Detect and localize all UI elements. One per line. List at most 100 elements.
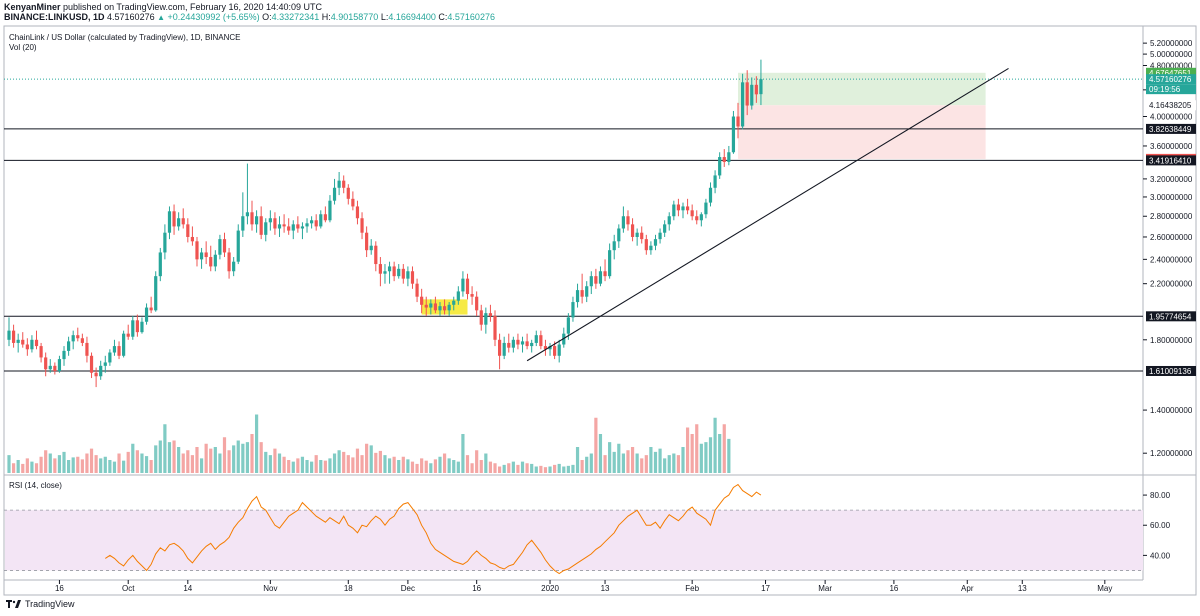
footer-brand[interactable]: TradingView — [25, 599, 75, 609]
symbol-label: BINANCE:LINKUSD, 1D — [4, 12, 105, 22]
time-tick-label: 17 — [761, 584, 770, 593]
volume-bar — [190, 455, 194, 473]
candle-body — [754, 84, 758, 95]
candle-body — [39, 346, 43, 358]
volume-bar — [452, 460, 456, 473]
volume-bar — [497, 466, 502, 473]
candle-body — [630, 224, 635, 237]
candle-body — [48, 365, 52, 370]
time-tick-label: 14 — [183, 584, 192, 593]
volume-bar — [319, 460, 323, 473]
volume-bar — [245, 442, 250, 473]
volume-bar — [314, 455, 318, 473]
candle-body — [438, 306, 442, 311]
price-label-box — [1146, 100, 1196, 111]
price-label-text: 1.61009136 — [1149, 367, 1192, 376]
volume-bar — [415, 463, 419, 473]
ohlc-readout: BINANCE:LINKUSD, 1D 4.57160276 ▲ +0.2443… — [4, 12, 495, 22]
volume-bar — [213, 447, 217, 473]
volume-bar — [708, 437, 713, 473]
volume-bar — [511, 461, 515, 473]
volume-bar — [475, 450, 479, 473]
volume-bar — [277, 453, 282, 473]
candle-body — [122, 333, 126, 356]
candle-body — [543, 346, 548, 350]
candle-body — [713, 175, 717, 188]
candle-body — [621, 216, 625, 229]
candle-body — [704, 202, 708, 215]
drawings — [526, 67, 1009, 362]
price-tick-label: 2.20000000 — [1150, 280, 1193, 289]
volume-bar — [323, 460, 327, 473]
volume-bar — [484, 453, 488, 473]
open-value: 4.33272341 — [271, 12, 320, 22]
candle-body — [685, 206, 690, 211]
volume-bar — [557, 463, 561, 473]
candle-body — [470, 294, 474, 297]
low-label: L: — [380, 12, 389, 22]
volume-bar — [718, 434, 722, 473]
candle-body — [575, 290, 580, 303]
volume-bar — [644, 455, 648, 473]
price-change: +0.24430992 (+5.65%) — [167, 12, 260, 22]
candle-body — [314, 220, 318, 227]
candle-body — [520, 341, 525, 345]
volume-bar — [548, 466, 552, 473]
volume-bar — [566, 465, 570, 473]
candle-body — [158, 252, 162, 277]
volume-bar — [34, 463, 39, 473]
price-tick-label: 2.80000000 — [1150, 212, 1193, 221]
volume-bar — [346, 455, 350, 473]
price-label-box — [1146, 74, 1196, 85]
candle-body — [741, 82, 745, 127]
price-label-box — [1146, 123, 1196, 134]
stop-zone — [738, 105, 986, 159]
volume-bar — [57, 455, 62, 473]
candle-body — [62, 350, 66, 360]
volume-bar — [383, 455, 387, 473]
candle-body — [291, 224, 295, 231]
price-axis[interactable]: 5.200000005.000000004.800000004.40000000… — [1143, 39, 1193, 560]
price-label-box — [1146, 365, 1196, 376]
volume-bar — [99, 458, 103, 473]
candle-body — [585, 286, 589, 297]
time-axis[interactable]: 16 Oct 14 Nov 18 Dec 16 2020 13 Feb 17 Mar 16 Apr 13 Ma… — [55, 580, 1112, 593]
candle-body — [401, 268, 405, 279]
candle-body — [305, 223, 309, 227]
price-tick-label: 3.20000000 — [1150, 175, 1193, 184]
candle-body — [94, 372, 98, 377]
volume-bar — [149, 460, 153, 473]
candle-body — [511, 339, 515, 348]
volume-bar — [562, 466, 566, 473]
volume-bar — [630, 447, 635, 473]
candle-body — [539, 335, 543, 347]
volume-bar — [410, 461, 415, 473]
volume-bar — [222, 437, 227, 473]
volume-bar — [67, 460, 71, 473]
candle-body — [232, 261, 236, 272]
volume-bar — [89, 448, 94, 473]
candle-body — [534, 335, 538, 343]
candle-body — [690, 210, 694, 217]
volume-bar — [727, 438, 731, 473]
price-tick-label: 2.40000000 — [1150, 255, 1193, 264]
volume-bar — [401, 456, 405, 473]
candle-body — [708, 187, 713, 203]
time-tick-label: Oct — [122, 584, 135, 593]
candle-body — [484, 313, 488, 325]
candle-body — [337, 180, 341, 188]
price-label-level: 1.95774654 — [1146, 311, 1196, 322]
candle-body — [300, 226, 305, 229]
volume-bar — [163, 424, 167, 473]
candle-body — [259, 216, 263, 235]
candle-body — [25, 344, 29, 350]
volume-bar — [310, 461, 314, 473]
footer: TradingView — [6, 599, 75, 609]
author-name[interactable]: KenyanMiner — [4, 2, 61, 12]
volume-bar — [30, 461, 34, 473]
volume-bar — [626, 450, 630, 473]
candle-body — [415, 283, 419, 297]
publish-date: published on TradingView.com, February 1… — [63, 2, 323, 12]
candle-body — [34, 339, 39, 347]
